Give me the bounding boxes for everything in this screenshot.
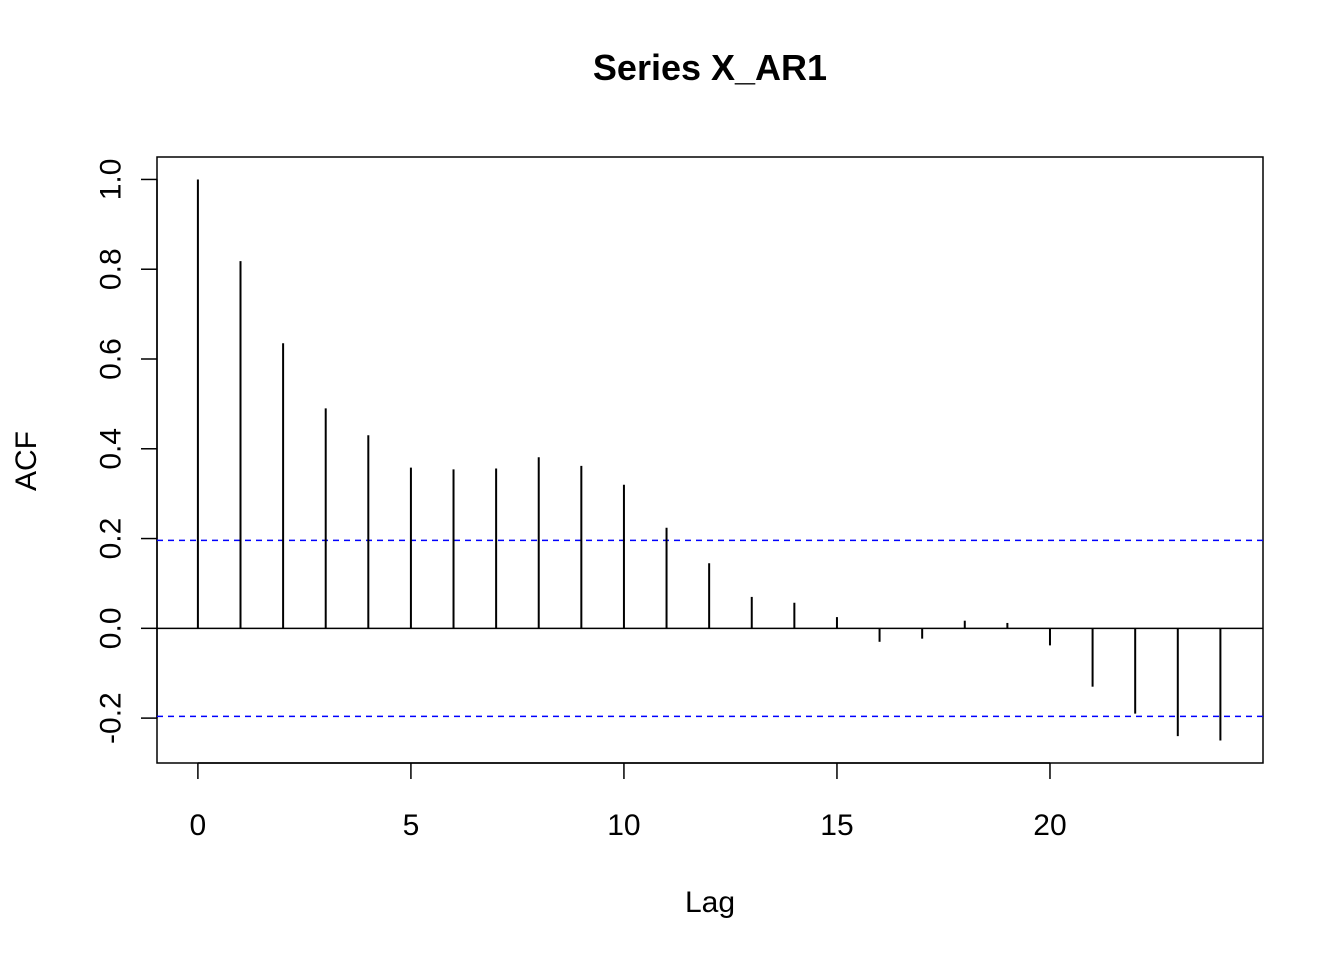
plot-frame [156, 156, 1264, 764]
y-tick-label: 1.0 [95, 159, 128, 201]
y-axis: -0.2 0.0 0.2 0.4 0.6 0.8 1.0 [95, 159, 158, 744]
x-tick-label: 5 [403, 809, 420, 842]
x-axis-label: Lag [685, 886, 735, 919]
y-axis-label: ACF [10, 431, 43, 491]
y-tick-label: -0.2 [95, 692, 128, 744]
confidence-bounds [157, 539, 1263, 718]
y-tick-label: 0.2 [95, 518, 128, 560]
chart-title: Series X_AR1 [593, 47, 827, 88]
acf-bars [196, 179, 1222, 741]
x-tick-label: 20 [1033, 809, 1066, 842]
x-tick-label: 10 [607, 809, 640, 842]
y-tick-label: 0.8 [95, 248, 128, 290]
x-tick-label: 0 [190, 809, 207, 842]
y-tick-label: 0.4 [95, 428, 128, 470]
y-tick-label: 0.6 [95, 338, 128, 380]
x-tick-label: 15 [820, 809, 853, 842]
y-tick-label: 0.0 [95, 607, 128, 649]
x-axis: 0 5 10 15 20 [190, 762, 1067, 842]
